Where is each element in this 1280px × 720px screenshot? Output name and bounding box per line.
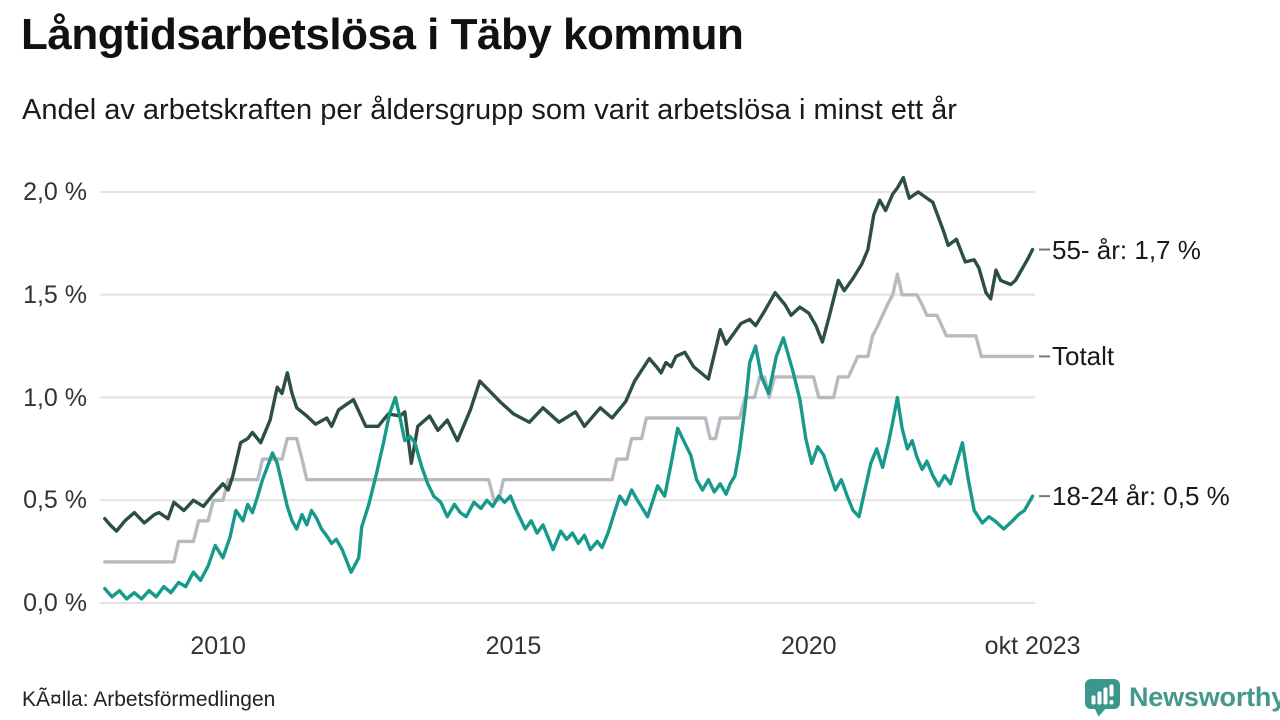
page-title: Långtidsarbetslösa i Täby kommun [21, 10, 744, 59]
series-end-label: Totalt [1052, 341, 1115, 372]
x-tick-label: okt 2023 [984, 632, 1081, 660]
series-end-label: 18-24 år: 0,5 % [1052, 481, 1230, 512]
chart-subtitle: Andel av arbetskraften per åldersgrupp s… [22, 94, 957, 126]
y-tick-label: 0,0 % [23, 589, 87, 617]
x-tick-label: 2010 [190, 632, 246, 660]
newsworthy-pin-barchart-icon [1085, 679, 1120, 717]
series-line-Totalt [103, 272, 1035, 564]
newsworthy-logo: Newsworthy [1084, 678, 1280, 717]
x-tick-label: 2015 [485, 632, 542, 660]
series-end-label: 55- år: 1,7 % [1052, 234, 1201, 265]
y-tick-label: 2,0 % [23, 178, 87, 206]
newsworthy-wordmark: Newsworthy [1129, 682, 1280, 712]
y-tick-label: 0,5 % [23, 486, 87, 515]
y-tick-label: 1,0 % [23, 383, 87, 412]
y-tick-label: 1,5 % [23, 280, 87, 309]
series-line-18-24 år [103, 336, 1035, 601]
source-caption: KÃ¤lla: Arbetsförmedlingen [22, 688, 276, 711]
x-tick-label: 2020 [780, 632, 837, 660]
series-line-55- år [103, 175, 1035, 533]
